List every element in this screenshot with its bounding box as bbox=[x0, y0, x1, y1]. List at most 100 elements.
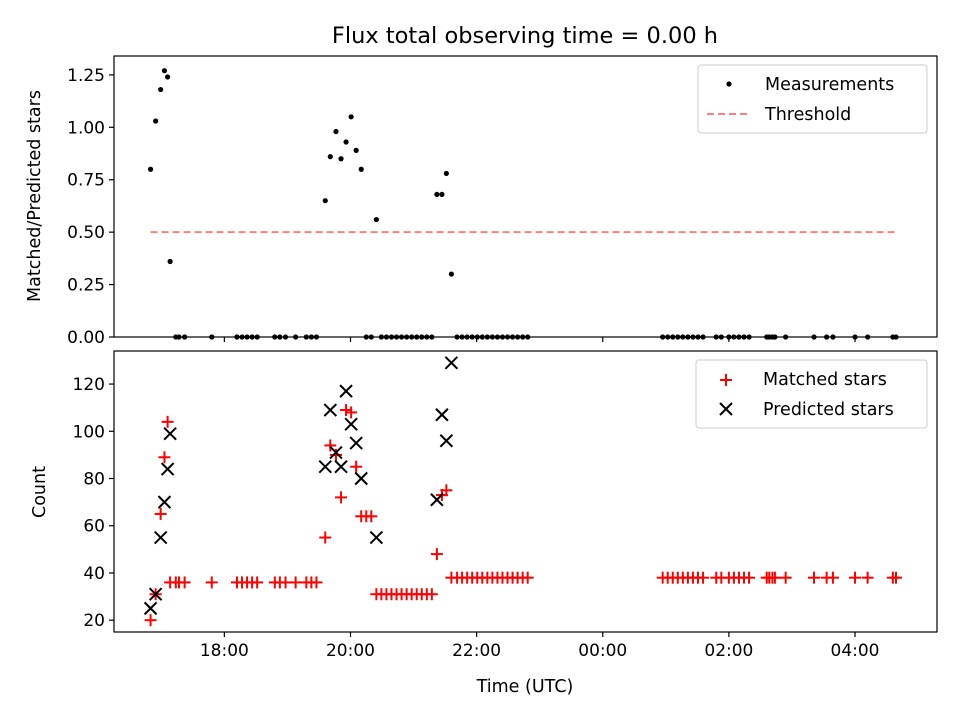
bottom-ytick-label: 40 bbox=[83, 564, 105, 584]
x-axis-label: Time (UTC) bbox=[476, 677, 574, 697]
top-x-ticks bbox=[223, 337, 856, 342]
measurement-point bbox=[348, 114, 354, 120]
xtick-label: 04:00 bbox=[831, 641, 880, 661]
matched-star-point bbox=[890, 571, 903, 584]
matched-star-point bbox=[697, 571, 710, 584]
legend-predicted-marker bbox=[719, 402, 733, 416]
bottom-panel: 20 40 60 80 100 120 18:00 20:00 22:00 00:00 02:00… bbox=[30, 350, 938, 697]
matched-star-point bbox=[743, 571, 756, 584]
legend-threshold-label: Threshold bbox=[764, 105, 851, 125]
measurement-point bbox=[353, 147, 359, 153]
bottom-axes-frame bbox=[113, 350, 938, 633]
bottom-ytick-label: 80 bbox=[83, 470, 105, 490]
legend-predicted-label: Predicted stars bbox=[763, 400, 894, 420]
predicted-star-point bbox=[334, 459, 348, 474]
matched-star-point bbox=[365, 510, 378, 523]
predicted-star-point bbox=[160, 462, 175, 476]
top-ytick-label: 1.00 bbox=[67, 118, 105, 138]
legend-matched-label: Matched stars bbox=[763, 370, 887, 390]
measurement-point bbox=[322, 198, 328, 204]
measurement-point bbox=[165, 74, 171, 80]
xtick-label: 00:00 bbox=[578, 641, 627, 661]
matched-star-point bbox=[161, 415, 174, 428]
matched-star-point bbox=[154, 507, 167, 520]
matched-star-point bbox=[340, 404, 353, 417]
predicted-star-point bbox=[369, 530, 384, 545]
matched-star-point bbox=[345, 406, 358, 419]
predicted-star-point bbox=[444, 356, 459, 370]
matched-star-point bbox=[430, 548, 443, 561]
measurement-point bbox=[343, 139, 349, 145]
bottom-ytick-label: 100 bbox=[73, 422, 105, 442]
matched-star-point bbox=[158, 451, 171, 464]
bottom-data-layer bbox=[143, 356, 903, 627]
top-ytick-label: 1.25 bbox=[67, 66, 105, 86]
predicted-star-point bbox=[339, 384, 353, 398]
legend-measurements-label: Measurements bbox=[765, 75, 894, 95]
matched-star-point bbox=[319, 531, 332, 544]
matched-star-point bbox=[144, 614, 157, 627]
predicted-star-point bbox=[349, 436, 363, 450]
bottom-legend-frame bbox=[695, 359, 928, 429]
predicted-star-point bbox=[439, 434, 454, 448]
matched-star-point bbox=[826, 571, 839, 584]
measurement-point bbox=[161, 68, 168, 74]
measurement-point bbox=[333, 128, 339, 135]
matched-star-point bbox=[861, 571, 874, 584]
xtick-label: 22:00 bbox=[452, 641, 501, 661]
predicted-star-point bbox=[430, 493, 444, 507]
top-y-ticks: 0.00 0.25 0.50 0.75 1.00 1.25 bbox=[67, 66, 114, 348]
bottom-ytick-label: 120 bbox=[73, 375, 105, 395]
matched-star-point bbox=[425, 588, 438, 601]
matched-star-point bbox=[808, 571, 821, 584]
measurement-point bbox=[439, 191, 445, 198]
legend-matched-marker bbox=[720, 374, 732, 386]
predicted-star-point bbox=[354, 471, 368, 486]
measurement-point bbox=[434, 191, 440, 198]
matched-star-point bbox=[178, 576, 191, 589]
matched-star-point bbox=[335, 491, 348, 504]
measurement-point bbox=[327, 154, 333, 160]
measurement-point bbox=[167, 258, 173, 265]
predicted-star-point bbox=[157, 495, 172, 509]
xtick-label: 02:00 bbox=[704, 641, 753, 661]
predicted-star-point bbox=[323, 403, 338, 417]
xtick-label: 18:00 bbox=[200, 641, 249, 661]
predicted-star-point bbox=[143, 601, 158, 616]
measurement-point bbox=[153, 118, 159, 124]
predicted-star-point bbox=[148, 587, 163, 601]
top-axes-frame bbox=[113, 55, 938, 338]
predicted-star-point bbox=[153, 530, 168, 545]
bottom-y-axis-label: Count bbox=[30, 466, 50, 518]
top-ytick-label: 0.25 bbox=[67, 276, 105, 296]
matched-star-point bbox=[289, 576, 302, 589]
top-ytick-label: 0.75 bbox=[67, 171, 105, 191]
predicted-star-point bbox=[318, 459, 332, 474]
matched-star-point bbox=[251, 576, 264, 589]
bottom-ytick-label: 20 bbox=[83, 611, 105, 631]
top-ytick-label: 0.50 bbox=[67, 223, 105, 243]
legend-measurements-marker bbox=[726, 81, 732, 87]
measurement-point bbox=[358, 166, 364, 172]
measurement-point bbox=[147, 166, 154, 172]
top-legend-frame bbox=[697, 64, 928, 134]
matched-star-point bbox=[324, 439, 337, 452]
matched-star-point bbox=[279, 576, 292, 589]
matched-star-point bbox=[205, 576, 218, 589]
matched-star-point bbox=[350, 460, 363, 473]
chart-title: Flux total observing time = 0.00 h bbox=[332, 23, 718, 49]
measurement-point bbox=[338, 156, 344, 162]
matched-star-point bbox=[310, 576, 323, 589]
bottom-legend: Matched stars Predicted stars bbox=[695, 359, 928, 429]
top-ytick-label: 0.00 bbox=[67, 328, 105, 348]
top-y-axis-label: Matched/Predicted stars bbox=[25, 90, 45, 302]
matched-star-point bbox=[768, 571, 781, 584]
matched-star-point bbox=[329, 448, 342, 461]
bottom-ytick-label: 60 bbox=[83, 517, 105, 537]
matched-star-point bbox=[521, 571, 534, 584]
bottom-x-ticks: 18:00 20:00 22:00 00:00 02:00 04:00 bbox=[200, 632, 880, 661]
xtick-label: 20:00 bbox=[326, 641, 375, 661]
predicted-star-point bbox=[329, 445, 343, 460]
predicted-star-point bbox=[163, 426, 177, 441]
